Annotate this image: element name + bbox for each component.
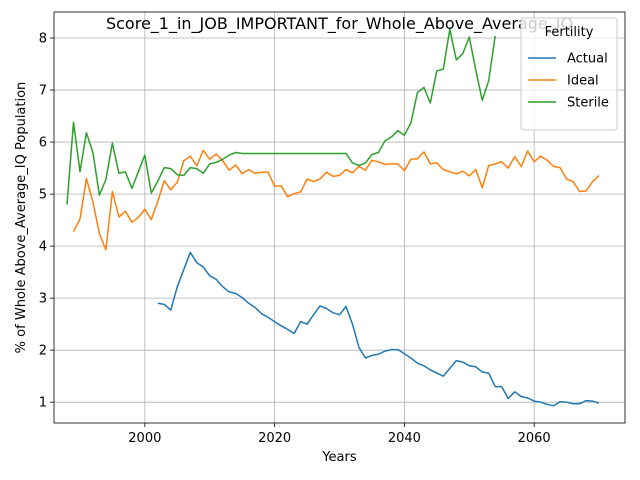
legend-title: Fertility — [545, 25, 594, 40]
y-tick-label: 7 — [39, 84, 47, 99]
series-line-ideal — [72, 149, 600, 251]
legend-label-sterile: Sterile — [567, 96, 609, 111]
grid-lines — [54, 12, 625, 423]
y-tick-label: 4 — [39, 240, 47, 255]
x-axis-ticks: 2000 2020 2040 2060 — [128, 423, 551, 446]
series-line-actual — [157, 251, 600, 407]
x-tick-label: 2060 — [518, 431, 551, 446]
x-tick-label: 2000 — [128, 431, 161, 446]
y-tick-label: 3 — [39, 292, 47, 307]
x-tick-label: 2020 — [258, 431, 291, 446]
legend-label-ideal: Ideal — [567, 74, 599, 89]
y-axis-title: % of Whole Above_Average_IQ Population — [14, 82, 29, 354]
y-axis-ticks: 1 2 3 4 5 6 7 8 — [39, 32, 54, 411]
legend-entries: Actual Ideal Sterile — [528, 52, 609, 111]
x-axis-title: Years — [321, 450, 357, 465]
y-tick-label: 6 — [39, 136, 47, 151]
legend-label-actual: Actual — [567, 52, 608, 67]
series-layer — [66, 28, 600, 407]
legend: Fertility Actual Ideal Sterile — [520, 17, 618, 131]
plot-frame — [53, 11, 626, 424]
y-tick-label: 5 — [39, 188, 47, 203]
y-tick-label: 8 — [39, 32, 47, 47]
x-tick-label: 2040 — [388, 431, 421, 446]
series-line-sterile — [66, 28, 496, 205]
chart-title: Score_1_in_JOB_IMPORTANT_for_Whole_Above… — [106, 14, 573, 34]
y-tick-label: 2 — [39, 344, 47, 359]
y-tick-label: 1 — [39, 396, 47, 411]
